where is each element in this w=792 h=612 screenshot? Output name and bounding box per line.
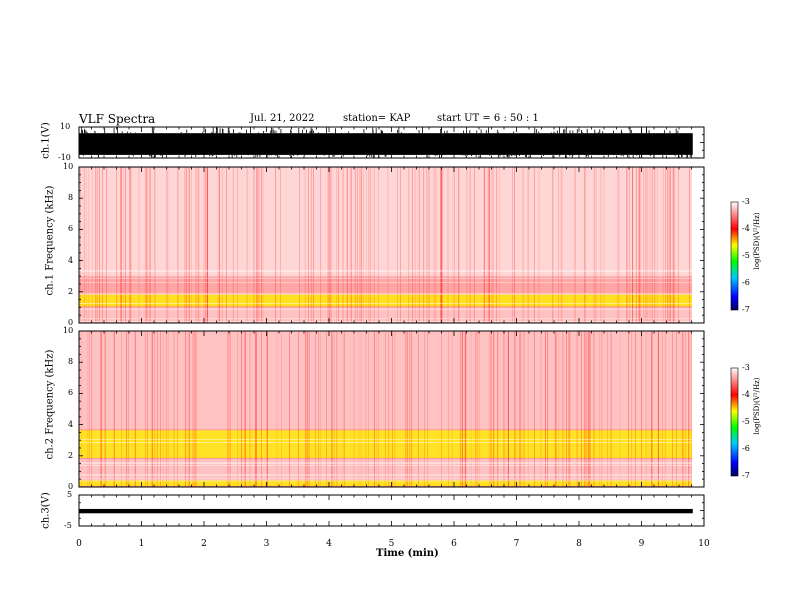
x-tick-label: 4 (326, 539, 332, 549)
spectrogram-ytick: 2 (68, 450, 74, 460)
spectrogram-band-intense (79, 480, 692, 486)
ch1-ytick: 10 (60, 122, 71, 131)
ch3-waveform-panel (79, 508, 693, 514)
spectrogram-band (79, 167, 692, 277)
spectrogram-ytick: 4 (68, 419, 74, 429)
spectrogram-ytick: 10 (63, 326, 74, 335)
ch1-ytick: -10 (58, 153, 71, 162)
axes-frames (78, 126, 705, 527)
spectrogram-ytick: 8 (68, 193, 74, 203)
x-tick-label: 2 (201, 539, 207, 549)
x-tick-label: 9 (638, 539, 645, 549)
spectrogram-band (79, 458, 692, 480)
spectrogram-ytick: 6 (68, 224, 74, 234)
spectrogram-band-intense (79, 430, 692, 458)
colorbar-tick: -7 (742, 305, 750, 314)
ch2-spectrogram-ylabel: ch.2 Frequency (kHz) (44, 349, 56, 460)
ch2-spectrogram-panel (79, 331, 692, 487)
colorbar-tick: -3 (742, 363, 750, 372)
spectrogram-ytick: 0 (68, 482, 74, 491)
x-tick-label: 5 (388, 539, 395, 549)
x-axis-label: Time (min) (376, 548, 439, 559)
spectrogram-band (79, 276, 692, 294)
colorbar-tick: -4 (742, 224, 750, 233)
spectrogram-ytick: 0 (68, 318, 74, 327)
colorbar-tick: -5 (742, 417, 750, 426)
ch1-waveform-ylabel: ch.1(V) (40, 122, 52, 159)
spectrogram-band-intense (79, 294, 692, 307)
colorbar-tick: -6 (742, 444, 750, 453)
x-tick-label: 10 (698, 539, 710, 549)
x-tick-label: 3 (263, 539, 270, 549)
colorbar-2 (730, 367, 739, 477)
x-tick-label: 6 (451, 539, 457, 549)
spectrogram-band (79, 331, 692, 430)
ch3-waveform-ylabel: ch.3(V) (40, 492, 52, 529)
x-tick-label: 1 (138, 539, 145, 549)
ch1-spectrogram-panel (79, 167, 692, 323)
colorbar-tick: -5 (742, 251, 750, 260)
ch1-waveform-band (79, 133, 693, 155)
ch1-spectrogram-ylabel: ch.1 Frequency (kHz) (44, 185, 56, 296)
x-tick-label: 0 (76, 539, 82, 549)
spectrogram-ytick: 8 (68, 357, 74, 367)
ch1-waveform-panel (79, 127, 693, 158)
colorbar-tick: -7 (742, 471, 750, 480)
spectrogram-ytick: 6 (68, 388, 74, 398)
colorbar-tick: -6 (742, 278, 750, 287)
chart-title: VLF Spectra (79, 112, 156, 126)
station-label: station= KAP (343, 113, 411, 124)
spectrogram-band (79, 307, 692, 323)
colorbar-tick: -4 (742, 390, 750, 399)
spectrogram-ytick: 4 (68, 255, 74, 265)
spectrogram-ytick: 2 (68, 286, 74, 296)
colorbar-tick: -3 (742, 197, 750, 206)
colorbar-1 (730, 201, 739, 311)
x-tick-label: 7 (513, 539, 520, 549)
start-time-label: start UT = 6 : 50 : 1 (437, 113, 539, 124)
x-tick-label: 8 (576, 539, 582, 549)
ch3-ytick: -5 (64, 521, 72, 530)
spectrogram-ytick: 10 (63, 162, 74, 171)
colorbars (730, 201, 739, 477)
ch3-ytick: 5 (67, 490, 73, 499)
date-label: Jul. 21, 2022 (250, 113, 315, 124)
ch3-waveform-band (79, 508, 693, 514)
colorbar-2-label: log(PSD)(V²/Hz) (753, 377, 761, 435)
colorbar-1-label: log(PSD)(V²/Hz) (753, 212, 761, 270)
